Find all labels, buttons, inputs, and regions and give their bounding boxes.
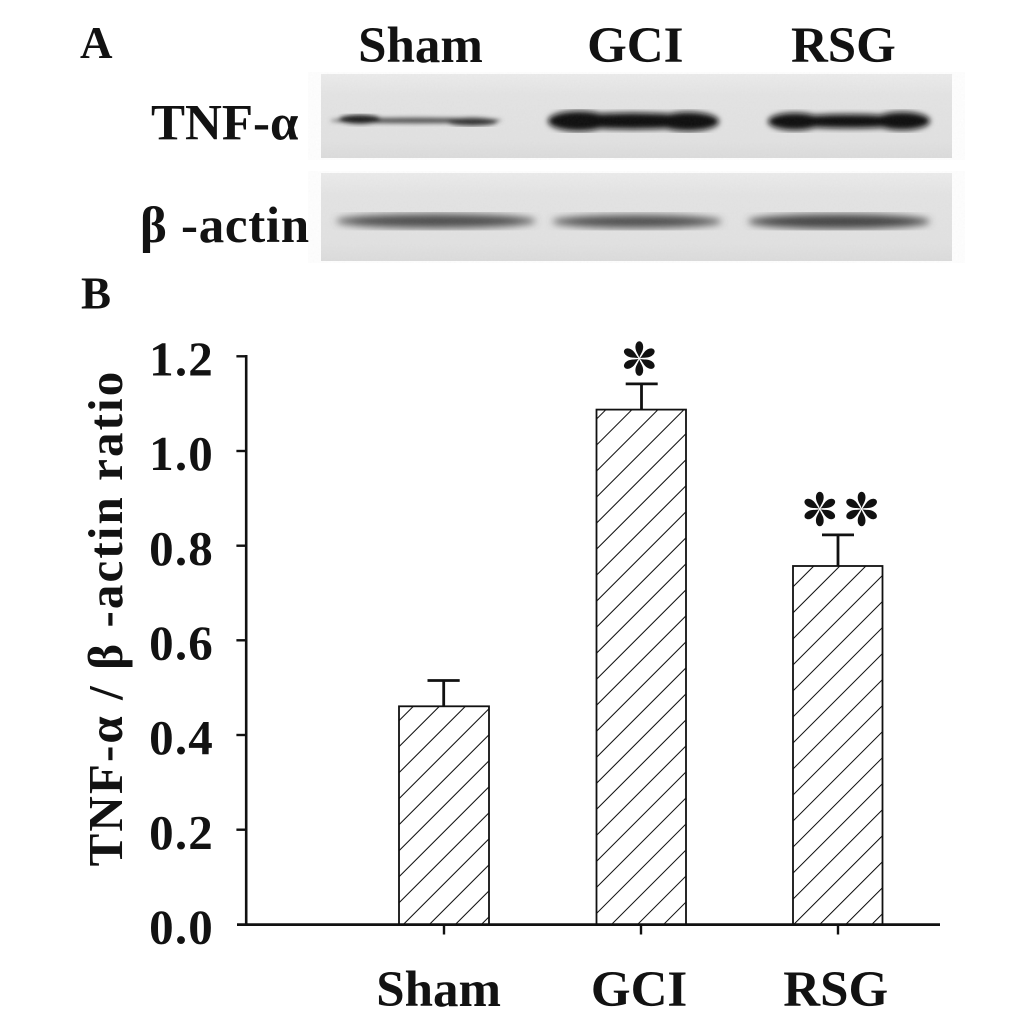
svg-text:β -actin: β -actin (140, 198, 310, 254)
svg-text:1.2: 1.2 (149, 332, 214, 387)
svg-text:RSG: RSG (791, 18, 896, 74)
svg-text:0.6: 0.6 (149, 616, 214, 671)
svg-text:Sham: Sham (358, 18, 483, 74)
svg-text:TNF-α: TNF-α (151, 96, 298, 152)
svg-text:Sham: Sham (376, 962, 501, 1013)
svg-text:0.2: 0.2 (149, 805, 214, 860)
svg-text:RSG: RSG (783, 962, 888, 1013)
svg-text:0.0: 0.0 (149, 900, 214, 955)
svg-text:GCI: GCI (587, 18, 683, 74)
svg-text:0.8: 0.8 (149, 521, 214, 576)
svg-text:1.0: 1.0 (149, 426, 214, 481)
svg-text:GCI: GCI (591, 962, 687, 1013)
svg-text:A: A (80, 18, 113, 68)
svg-text:0.4: 0.4 (149, 710, 214, 765)
svg-text:TNF-α / β -actin ratio: TNF-α / β -actin ratio (78, 370, 133, 867)
svg-text:B: B (81, 269, 111, 319)
